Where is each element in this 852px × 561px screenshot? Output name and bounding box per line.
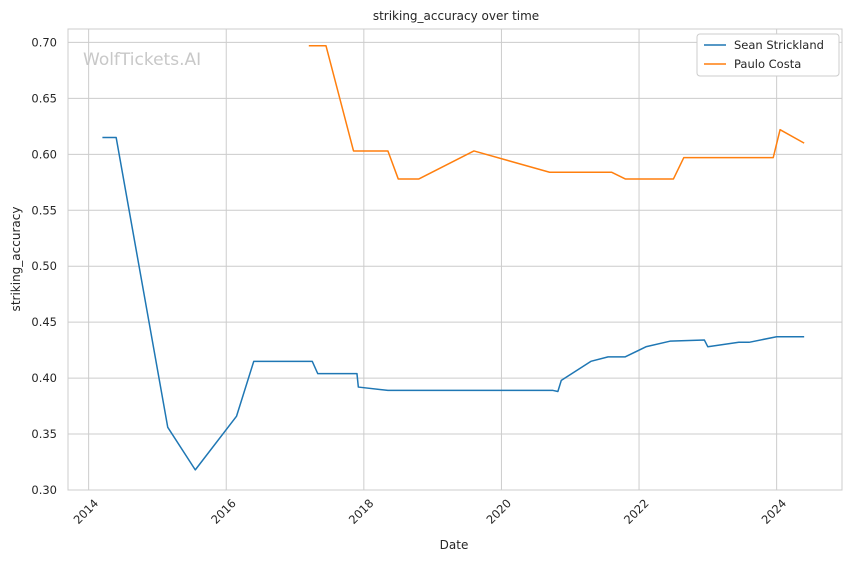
legend: Sean Strickland Paulo Costa	[696, 33, 840, 77]
series-layer	[102, 45, 805, 471]
y-tick-label: 0.45	[31, 315, 57, 329]
x-tick-label: 2022	[621, 496, 652, 527]
series-line-paulo-costa	[308, 45, 805, 180]
y-tick-label: 0.55	[31, 203, 57, 217]
chart-title: striking_accuracy over time	[373, 9, 539, 23]
y-tick-label: 0.35	[31, 427, 57, 441]
legend-box	[696, 33, 840, 77]
x-tick-label: 2020	[483, 496, 514, 527]
plot-area	[67, 28, 843, 491]
x-axis-label: Date	[440, 538, 469, 552]
y-tick-label: 0.40	[31, 371, 57, 385]
legend-label-sean-strickland: Sean Strickland	[734, 38, 824, 52]
grid-lines	[68, 29, 842, 491]
x-tick-label: 2024	[759, 496, 790, 527]
y-tick-label: 0.60	[31, 147, 57, 161]
y-tick-label: 0.70	[31, 35, 57, 49]
y-axis-label: striking_accuracy	[9, 207, 23, 312]
x-tick-label: 2014	[71, 496, 102, 527]
x-axis-ticks: 2014 2016 2018 2020 2022 2024	[71, 496, 790, 527]
series-line-sean-strickland	[102, 136, 805, 471]
legend-label-paulo-costa: Paulo Costa	[734, 57, 801, 71]
y-tick-label: 0.30	[31, 483, 57, 497]
x-tick-label: 2016	[208, 496, 239, 527]
y-axis-ticks: 0.30 0.35 0.40 0.45 0.50 0.55 0.60 0.65 0.70	[31, 35, 57, 497]
y-tick-label: 0.50	[31, 259, 57, 273]
x-tick-label: 2018	[346, 496, 377, 527]
y-tick-label: 0.65	[31, 91, 57, 105]
watermark: WolfTickets.AI	[83, 50, 201, 70]
